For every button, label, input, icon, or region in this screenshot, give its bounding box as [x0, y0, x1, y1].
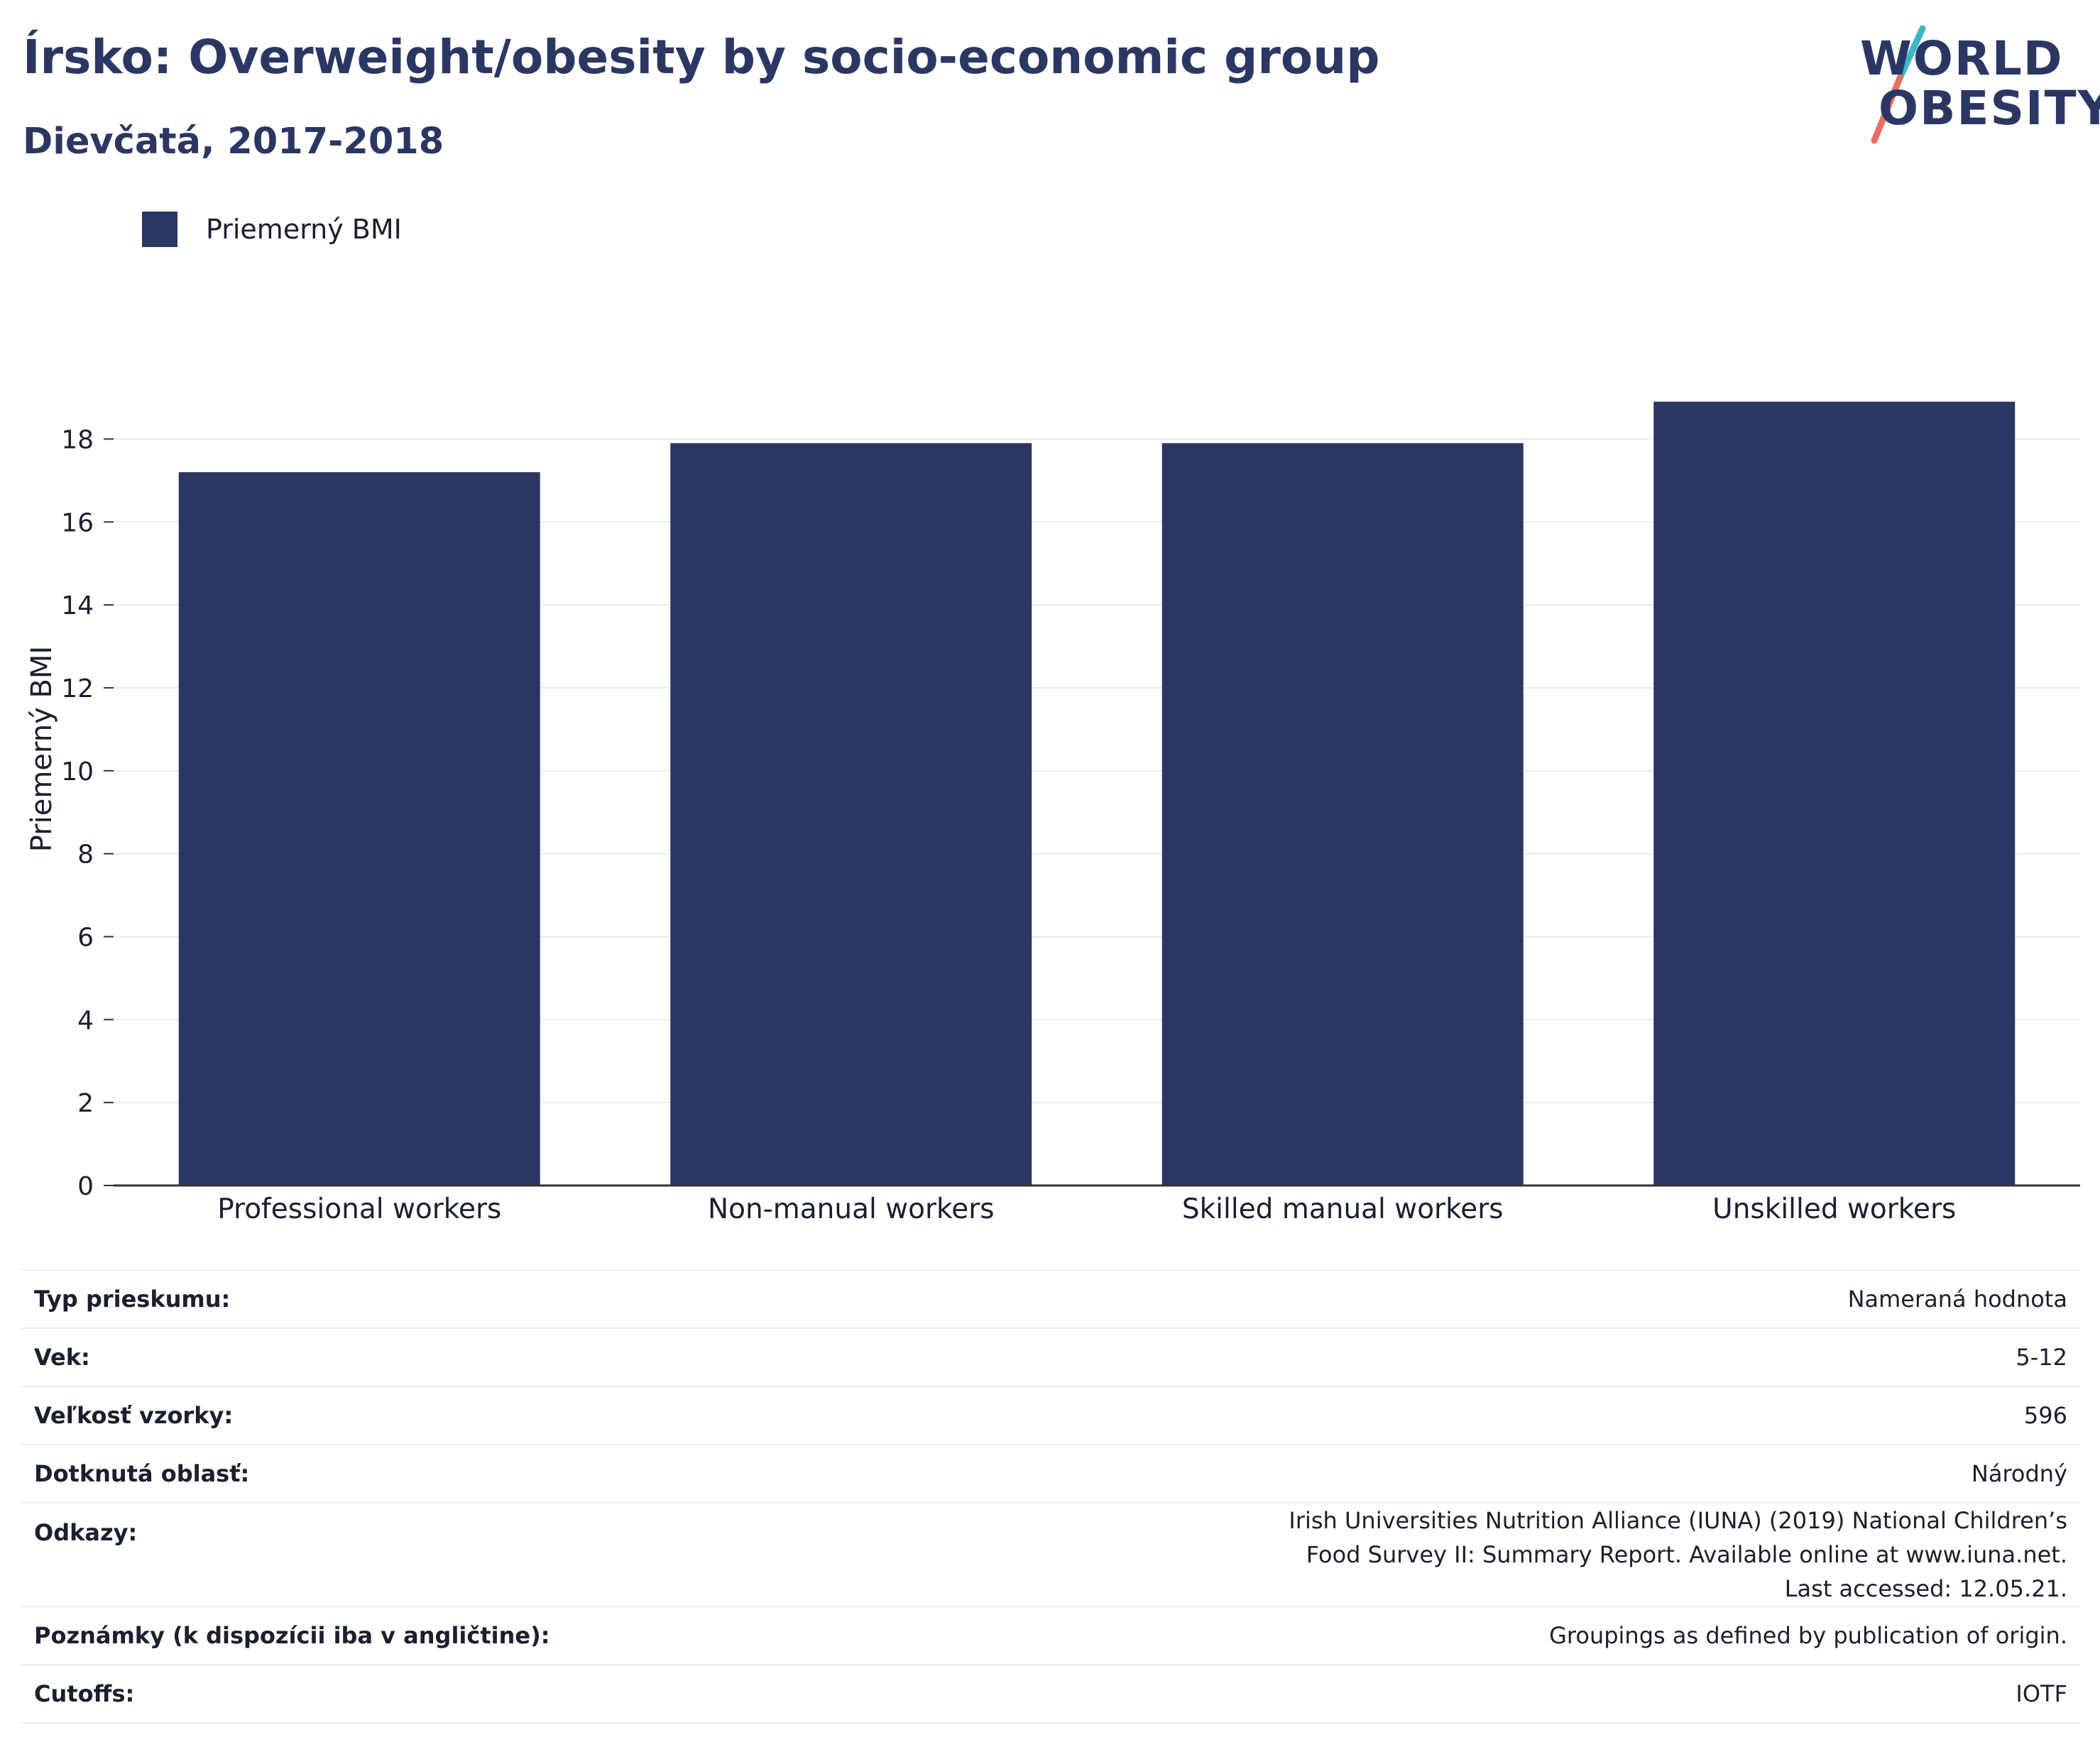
- y-tick-label: 14: [61, 591, 94, 620]
- info-key: Cutoffs:: [21, 1664, 563, 1724]
- info-key: Vek:: [21, 1327, 563, 1386]
- info-key: Odkazy:: [21, 1502, 563, 1606]
- y-tick-label: 0: [77, 1172, 94, 1201]
- logo-word-obesity: OBESITY: [1878, 81, 2100, 136]
- logo-slash-icon: [1871, 25, 1926, 144]
- info-value: Groupings as defined by publication of o…: [562, 1606, 2080, 1665]
- info-row: Odkazy: Irish Universities Nutrition Alli…: [21, 1502, 2080, 1606]
- info-key: Dotknutá oblasť:: [21, 1444, 563, 1503]
- world-obesity-logo: WORLD OBESITY: [1846, 21, 2100, 149]
- info-table: Typ prieskumu: Nameraná hodnota Vek: 5-12 Ve…: [21, 1269, 2080, 1724]
- x-tick-label: Non-manual workers: [708, 1193, 995, 1225]
- info-value: Irish Universities Nutrition Alliance (I…: [562, 1502, 2080, 1606]
- x-tick-label: Unskilled workers: [1712, 1193, 1956, 1225]
- y-tick-label: 18: [61, 425, 94, 454]
- x-tick-label: Skilled manual workers: [1182, 1193, 1504, 1225]
- chart-legend: Priemerný BMI: [142, 212, 402, 247]
- info-value: Nameraná hodnota: [562, 1269, 2080, 1328]
- bar: [178, 472, 540, 1185]
- logo-word-world: WORLD: [1860, 31, 2064, 86]
- info-value: 5-12: [562, 1327, 2080, 1386]
- y-tick-label: 10: [61, 757, 94, 787]
- info-row: Cutoffs: IOTF: [21, 1664, 2080, 1724]
- y-tick-label: 2: [77, 1089, 94, 1118]
- info-key: Veľkosť vzorky:: [21, 1386, 563, 1445]
- chart-subtitle: Dievčatá, 2017-2018: [23, 121, 444, 163]
- info-row: Veľkosť vzorky: 596: [21, 1386, 2080, 1445]
- bar-chart: 0 2 4 6 8 10 12 14 16 18 Professional workers Non-m…: [26, 401, 2080, 1225]
- legend-label: Priemerný BMI: [206, 214, 402, 245]
- info-row: Typ prieskumu: Nameraná hodnota: [21, 1269, 2080, 1328]
- y-tick-label: 4: [77, 1006, 94, 1035]
- chart-title: Írsko: Overweight/obesity by socio-econo…: [23, 30, 1380, 84]
- y-axis-label: Priemerný BMI: [26, 646, 58, 852]
- y-tick-label: 8: [77, 840, 94, 870]
- info-value: Národný: [562, 1444, 2080, 1503]
- bar: [1161, 443, 1524, 1185]
- y-tick-label: 16: [61, 508, 94, 537]
- info-row: Poznámky (k dispozícii iba v angličtine)…: [21, 1606, 2080, 1665]
- legend-swatch: [142, 212, 177, 247]
- y-tick-label: 6: [77, 923, 94, 952]
- bar: [670, 443, 1032, 1185]
- info-key: Poznámky (k dispozícii iba v angličtine)…: [21, 1606, 563, 1665]
- x-tick-label: Professional workers: [217, 1193, 501, 1225]
- info-row: Vek: 5-12: [21, 1327, 2080, 1386]
- y-tick-label: 12: [61, 674, 94, 703]
- bar: [1653, 401, 2016, 1186]
- info-key: Typ prieskumu:: [21, 1269, 563, 1328]
- info-value: IOTF: [562, 1664, 2080, 1724]
- info-row: Dotknutá oblasť: Národný: [21, 1444, 2080, 1503]
- info-value: 596: [562, 1386, 2080, 1445]
